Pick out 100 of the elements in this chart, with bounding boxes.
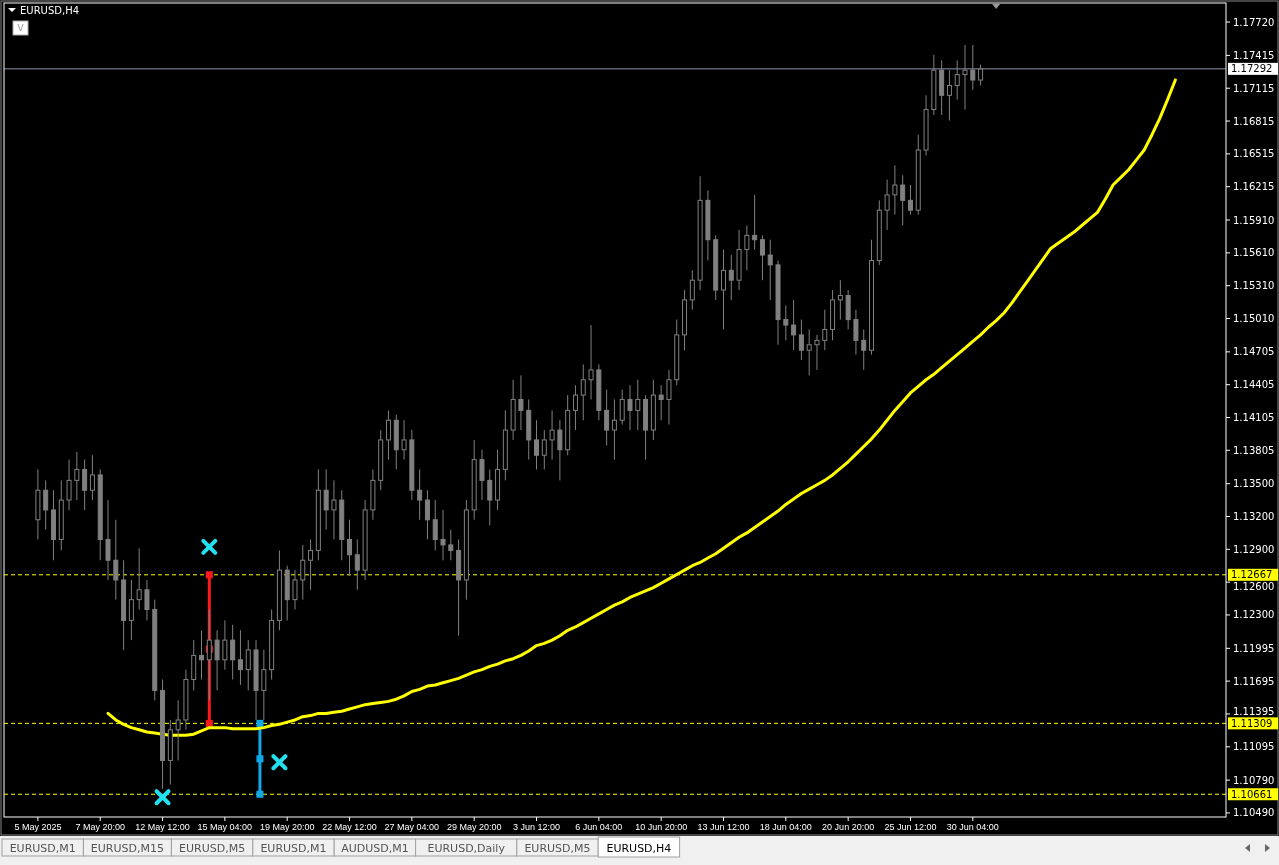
y-tick-label: 1.14105 — [1233, 411, 1275, 423]
candlestick — [907, 184, 913, 216]
candlestick — [549, 409, 555, 461]
candlestick — [946, 69, 952, 121]
candlestick — [611, 398, 617, 461]
x-tick-label: 3 Jun 12:00 — [512, 822, 561, 833]
y-tick-label: 1.13200 — [1233, 510, 1275, 522]
candlestick — [175, 699, 181, 761]
candlestick — [767, 239, 773, 301]
candlestick — [82, 459, 88, 511]
chart-title: EURUSD,H4 — [20, 4, 80, 16]
candlestick — [580, 363, 586, 421]
candlestick — [962, 44, 968, 111]
y-tick-label: 1.14405 — [1233, 379, 1275, 391]
candlestick — [261, 649, 267, 721]
y-tick-label: 1.12600 — [1233, 581, 1275, 593]
candlestick — [331, 479, 337, 540]
candlestick — [853, 309, 859, 356]
x-tick-label: 7 May 20:00 — [75, 822, 125, 833]
text: EURUSD,Daily — [427, 841, 506, 855]
candlestick — [572, 384, 578, 431]
y-tick-label: 1.16815 — [1233, 115, 1275, 127]
candlestick — [752, 194, 758, 251]
x-tick-label: 15 May 04:00 — [197, 822, 253, 833]
candlestick — [534, 419, 540, 470]
candlestick — [105, 499, 111, 581]
candlestick — [518, 374, 524, 431]
candlestick — [635, 379, 641, 431]
candlestick — [323, 468, 329, 531]
candlestick — [199, 629, 204, 680]
text: EURUSD,H4 — [606, 841, 672, 855]
y-tick-label: 1.16215 — [1233, 181, 1275, 193]
y-tick-label: 1.15910 — [1233, 214, 1275, 226]
text: EURUSD,M1 — [260, 841, 327, 855]
y-tick-label: 1.11395 — [1233, 705, 1275, 717]
ref-line-label: 1.10661 — [1231, 788, 1273, 800]
candlestick — [487, 468, 493, 526]
y-tick-label: 1.15610 — [1233, 247, 1275, 259]
candlestick — [66, 459, 72, 511]
candlestick — [884, 179, 890, 231]
candlestick — [557, 419, 563, 481]
candlestick — [822, 309, 828, 351]
candlestick — [954, 59, 960, 101]
candlestick — [791, 299, 797, 351]
x-tick-label: 27 May 04:00 — [384, 822, 440, 833]
candlestick — [604, 389, 610, 446]
candlestick — [237, 629, 243, 686]
candlestick — [627, 384, 633, 431]
x-tick-label: 12 May 12:00 — [135, 822, 190, 833]
text: AUDUSD,M1 — [341, 841, 409, 855]
candlestick — [728, 254, 734, 301]
text: EURUSD,M15 — [90, 841, 164, 855]
y-tick-label: 1.17415 — [1233, 49, 1275, 61]
candlestick — [448, 529, 454, 561]
x-tick-label: 13 Jun 12:00 — [697, 822, 750, 833]
text: EURUSD,M1 — [9, 841, 76, 855]
candlestick — [861, 328, 867, 371]
candlestick — [144, 579, 150, 621]
candlestick — [401, 419, 407, 461]
x-tick-label: 5 May 2025 — [14, 822, 62, 833]
y-tick-label: 1.11995 — [1233, 642, 1275, 654]
candlestick — [347, 519, 353, 577]
candlestick — [136, 547, 142, 610]
candlestick — [658, 384, 664, 421]
candlestick — [300, 544, 306, 601]
candlestick — [900, 174, 906, 227]
x-tick-label: 19 May 20:00 — [259, 822, 315, 833]
candlestick — [113, 519, 119, 601]
text: EURUSD,M5 — [179, 841, 246, 855]
ref-line-label: 1.12667 — [1231, 569, 1273, 581]
candlestick — [214, 629, 220, 691]
text: EURUSD,M5 — [524, 841, 591, 855]
ref-line-label: 1.11309 — [1231, 717, 1273, 729]
y-tick-label: 1.16515 — [1233, 148, 1275, 160]
y-tick-label: 1.15010 — [1233, 312, 1275, 324]
y-tick-label: 1.13500 — [1233, 478, 1275, 490]
x-tick-label: 10 Jun 20:00 — [635, 822, 688, 833]
candlestick — [759, 234, 765, 281]
y-tick-label: 1.17720 — [1233, 16, 1275, 28]
y-tick-label: 1.13805 — [1233, 444, 1275, 456]
candlestick — [689, 269, 695, 311]
candlestick — [783, 304, 789, 341]
candlestick — [230, 624, 236, 680]
candlestick — [432, 499, 438, 551]
candlestick — [128, 579, 134, 641]
candlestick — [417, 468, 423, 521]
candlestick — [798, 319, 804, 361]
candlestick — [245, 639, 251, 691]
candlestick — [479, 449, 485, 501]
y-tick-label: 1.12900 — [1233, 543, 1275, 555]
x-tick-label: 30 Jun 04:00 — [946, 822, 999, 833]
y-tick-label: 1.11095 — [1233, 741, 1275, 753]
candlestick — [541, 429, 547, 470]
candlestick — [292, 569, 298, 610]
candlestick — [354, 538, 360, 591]
y-tick-label: 1.17115 — [1233, 82, 1275, 94]
y-tick-label: 1.12300 — [1233, 609, 1275, 621]
y-tick-label: 1.11695 — [1233, 675, 1275, 687]
ref-line-label: 1.17292 — [1231, 63, 1273, 75]
candlestick — [970, 44, 976, 91]
